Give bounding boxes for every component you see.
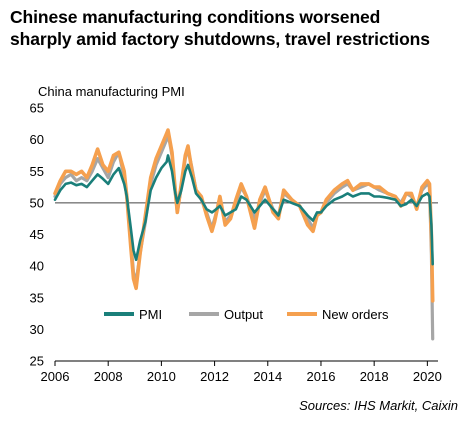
chart-title-line-1: Chinese manufacturing conditions worsene… xyxy=(10,7,381,27)
x-axis: 2006 2008 2010 2012 2014 2016 2018 2020 xyxy=(41,360,442,384)
y-tick-label: 45 xyxy=(30,227,44,242)
x-tick-label: 2014 xyxy=(253,369,282,384)
y-axis-label: China manufacturing PMI xyxy=(38,84,185,99)
series-lines xyxy=(53,128,435,341)
y-tick-label: 30 xyxy=(30,322,44,337)
legend-label-new-orders: New orders xyxy=(322,307,389,322)
chart-title: Chinese manufacturing conditions worsene… xyxy=(10,6,470,50)
legend: PMI Output New orders xyxy=(104,307,389,322)
y-tick-label: 60 xyxy=(30,132,44,147)
y-tick-label: 65 xyxy=(30,101,44,116)
y-tick-label: 55 xyxy=(30,164,44,179)
y-tick-label: 40 xyxy=(30,259,44,274)
series-line-new-orders xyxy=(53,128,435,303)
series-line-pmi xyxy=(53,154,434,266)
legend-label-pmi: PMI xyxy=(139,307,162,322)
x-tick-label: 2010 xyxy=(147,369,176,384)
x-tick-label: 2006 xyxy=(41,369,70,384)
source-note: Sources: IHS Markit, Caixin xyxy=(299,398,458,413)
legend-label-output: Output xyxy=(224,307,263,322)
y-tick-label: 35 xyxy=(30,290,44,305)
x-tick-label: 2020 xyxy=(413,369,442,384)
x-tick-label: 2018 xyxy=(360,369,389,384)
y-tick-label: 25 xyxy=(30,354,44,369)
chart-title-line-2: sharply amid factory shutdowns, travel r… xyxy=(10,29,430,49)
x-tick-label: 2012 xyxy=(200,369,229,384)
x-tick-label: 2016 xyxy=(307,369,336,384)
y-axis: 25 30 35 40 45 50 55 60 65 xyxy=(30,101,44,369)
x-tick-label: 2008 xyxy=(94,369,123,384)
y-tick-label: 50 xyxy=(30,195,44,210)
